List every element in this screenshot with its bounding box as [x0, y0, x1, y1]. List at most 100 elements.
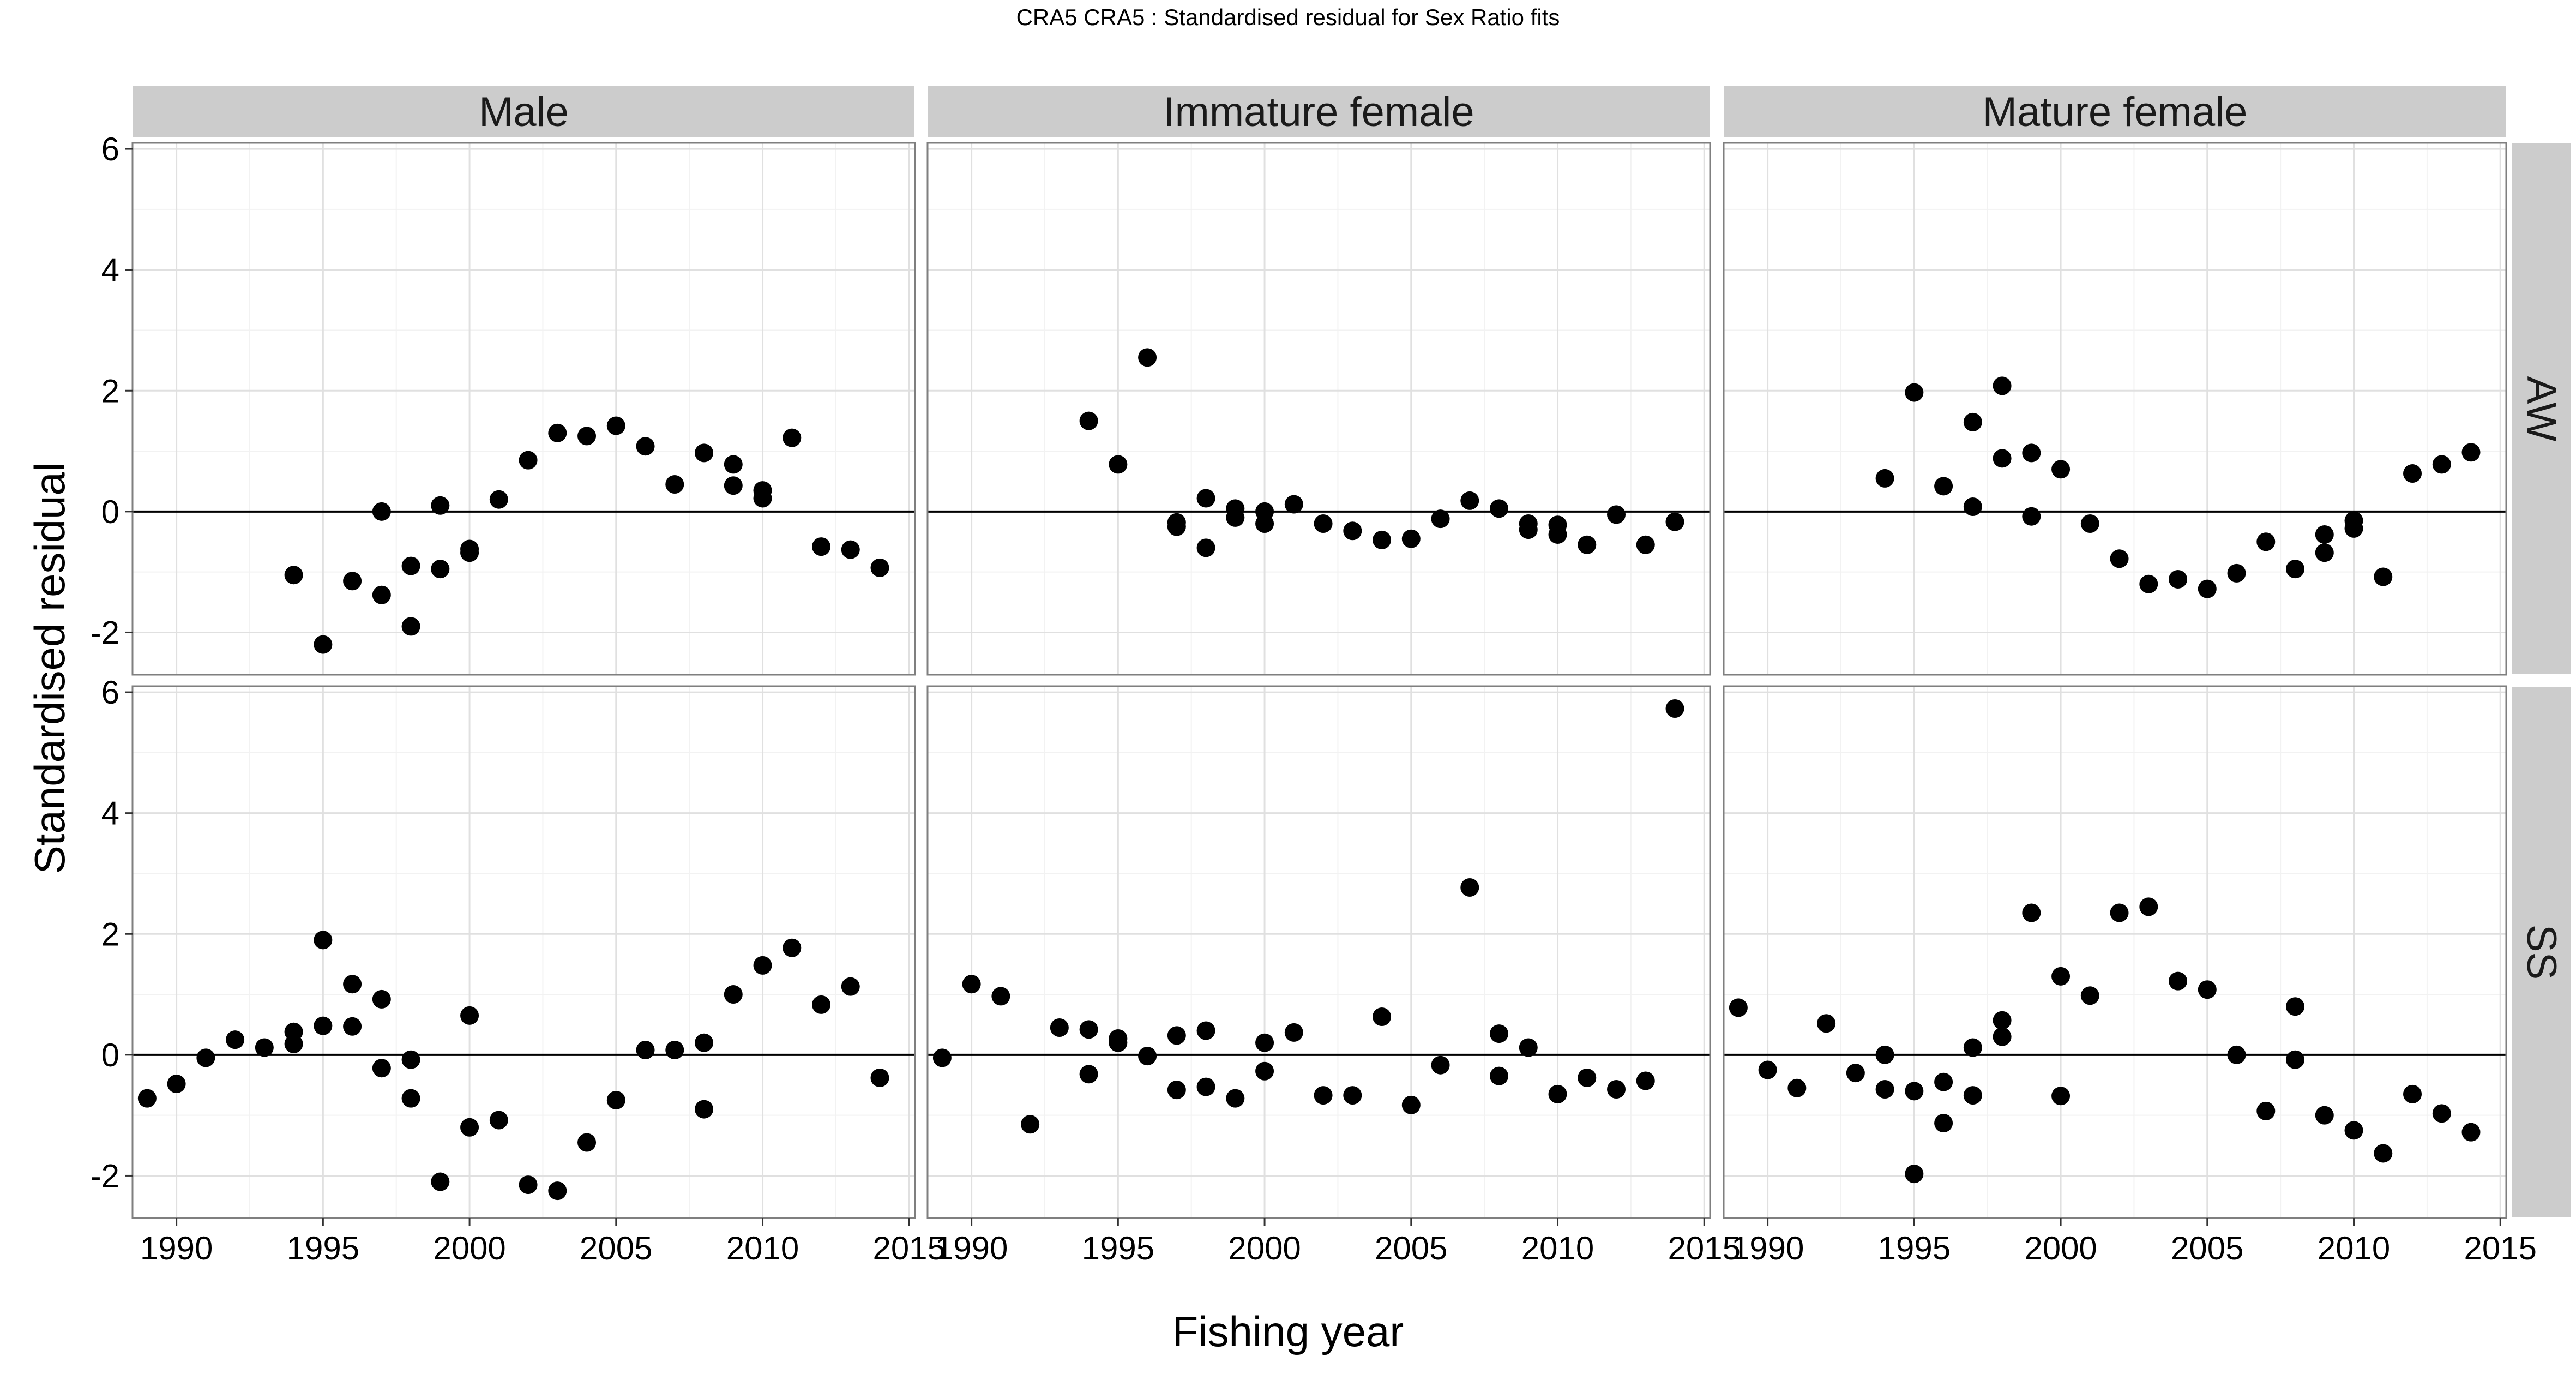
x-tick-label: 2005 [580, 1230, 652, 1267]
column-strip [927, 85, 1711, 139]
x-tick-label: 1995 [1082, 1230, 1154, 1267]
data-point [606, 1090, 625, 1109]
y-tick-label: 2 [101, 373, 119, 409]
data-point [1905, 383, 1924, 402]
panel-background [1724, 686, 2506, 1218]
x-tick-label: 1990 [140, 1230, 213, 1267]
panel-background [1724, 143, 2506, 675]
panel-background [928, 143, 1710, 675]
data-point [1490, 499, 1509, 518]
panel-border [926, 685, 1711, 1219]
data-point [2139, 897, 2158, 916]
chart-title: CRA5 CRA5 : Standardised residual for Se… [1016, 4, 1560, 30]
data-point [2139, 574, 2158, 593]
data-point [460, 1006, 479, 1025]
data-point [1109, 455, 1128, 474]
x-tick-label: 1995 [287, 1230, 359, 1267]
data-point [431, 560, 450, 579]
data-point [2286, 560, 2305, 579]
data-point [1460, 878, 1479, 897]
data-point [1314, 514, 1333, 533]
data-point [431, 496, 450, 515]
data-point [1373, 1007, 1392, 1027]
data-point [314, 635, 333, 654]
data-point [1875, 1045, 1894, 1064]
data-point [284, 566, 303, 585]
data-point [372, 1059, 391, 1078]
data-point [1578, 1068, 1597, 1087]
data-point [1167, 1081, 1186, 1100]
x-tick-label: 2015 [2464, 1230, 2537, 1267]
column-strip-label: Male [479, 89, 569, 135]
panel-background [928, 686, 1710, 1218]
data-point [2286, 1050, 2305, 1069]
data-point [695, 443, 714, 463]
panel [926, 142, 1711, 676]
y-tick-label: 6 [101, 674, 119, 711]
data-point [724, 455, 743, 474]
data-point [1905, 1165, 1924, 1184]
data-point [783, 428, 802, 447]
data-point [695, 1033, 714, 1052]
data-point [1314, 1086, 1333, 1105]
y-tick-label: 2 [101, 916, 119, 952]
data-point [1401, 1095, 1421, 1114]
data-point [1934, 477, 1953, 496]
column-strip [1723, 85, 2507, 139]
data-point [1196, 1077, 1215, 1096]
data-point [2256, 1101, 2276, 1120]
x-tick-label: 2015 [873, 1230, 946, 1267]
data-point [1021, 1115, 1040, 1134]
data-point [343, 572, 362, 591]
data-point [2198, 980, 2217, 999]
data-point [1226, 508, 1245, 527]
column-strip-label: Mature female [1983, 89, 2248, 135]
x-tick-label: 1990 [1731, 1230, 1804, 1267]
data-point [1196, 538, 1215, 557]
panel-border [1723, 142, 2507, 676]
data-point [1284, 1023, 1303, 1042]
data-point [1993, 1027, 2012, 1046]
data-point [841, 540, 860, 559]
data-point [1490, 1024, 1509, 1043]
data-point [1255, 1061, 1274, 1081]
data-point [753, 956, 772, 975]
data-point [1109, 1033, 1128, 1052]
data-point [372, 585, 391, 604]
data-point [724, 476, 743, 495]
data-point [1817, 1014, 1836, 1033]
x-tick-label: 2000 [433, 1230, 505, 1267]
data-point [695, 1100, 714, 1119]
data-point [401, 1050, 420, 1069]
x-tick-label: 2000 [2024, 1230, 2097, 1267]
data-point [577, 427, 597, 446]
y-axis-title: Standardised residual [26, 463, 74, 874]
x-axis-title: Fishing year [1172, 1307, 1404, 1355]
data-point [460, 543, 479, 562]
data-point [372, 502, 391, 521]
data-point [1079, 1065, 1098, 1084]
data-point [196, 1048, 215, 1067]
data-point [519, 1175, 538, 1195]
data-point [137, 1089, 157, 1108]
data-point [2051, 1087, 2071, 1106]
data-point [2432, 1104, 2451, 1123]
data-point [2022, 507, 2041, 526]
data-point [1636, 1071, 1655, 1090]
data-point [2374, 1144, 2393, 1163]
data-point [1343, 521, 1362, 541]
data-point [724, 985, 743, 1004]
panel [131, 685, 916, 1219]
data-point [1607, 1080, 1626, 1099]
data-point [489, 490, 508, 509]
data-point [991, 987, 1010, 1006]
data-point [2374, 567, 2393, 586]
data-point [1787, 1078, 1807, 1097]
x-tick-label: 2010 [1521, 1230, 1594, 1267]
x-tick-label: 2010 [726, 1230, 799, 1267]
y-tick-label: 0 [101, 1037, 119, 1073]
data-point [1079, 1020, 1098, 1039]
data-point [1255, 514, 1274, 533]
data-point [226, 1030, 245, 1049]
